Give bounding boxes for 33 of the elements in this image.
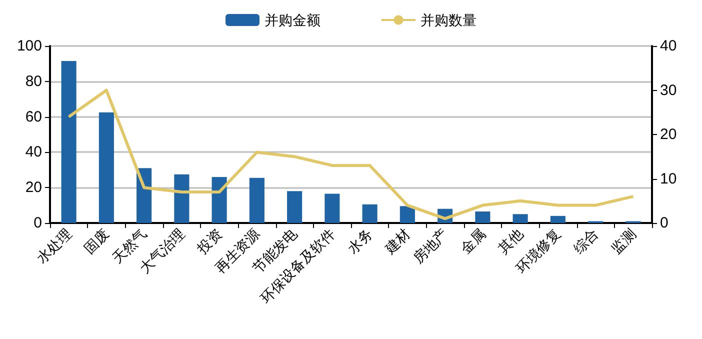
y-tick-label: 60: [25, 108, 42, 126]
bar: [212, 176, 227, 223]
x-tick-label: 金属: [457, 225, 488, 256]
y-tick-label: 40: [25, 144, 42, 161]
bar: [400, 206, 415, 223]
bar: [324, 194, 340, 223]
y2-tick-label: 20: [660, 126, 677, 143]
y2-tick-label: 0: [660, 214, 668, 232]
line-series: [67, 88, 635, 220]
x-tick-label: 综合: [570, 225, 602, 256]
bar: [61, 61, 76, 223]
x-tick-label: 监测: [608, 225, 639, 256]
x-tick-label: 其他: [494, 225, 526, 256]
x-tick-label: 投资: [193, 225, 225, 258]
bar: [287, 191, 302, 223]
y2-tick-label: 10: [660, 170, 677, 188]
x-tick-label: 水务: [344, 225, 376, 256]
legend-label: 并购金额: [264, 12, 320, 28]
x-tick-label: 固废: [80, 225, 112, 256]
bar: [362, 204, 378, 223]
y-tick-label: 100: [16, 38, 42, 54]
y2-tick-label: 30: [660, 82, 677, 99]
y-tick-label: 80: [25, 72, 42, 90]
bar: [174, 174, 190, 223]
bar: [98, 112, 114, 223]
y-tick-label: 20: [25, 179, 42, 196]
bar: [550, 216, 566, 223]
bar: [249, 178, 264, 223]
y-tick-label: 0: [34, 214, 42, 232]
bar: [475, 211, 490, 223]
bar: [512, 214, 528, 223]
y2-tick-label: 40: [660, 38, 677, 54]
legend-label: 并购数量: [420, 12, 476, 28]
